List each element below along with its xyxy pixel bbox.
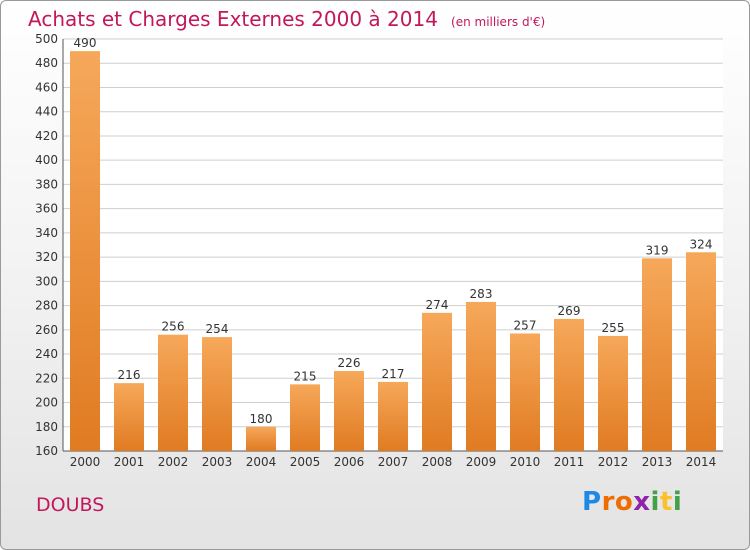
y-tick-label: 480 (35, 56, 58, 70)
x-tick-label: 2009 (466, 455, 497, 469)
bar (642, 258, 672, 451)
x-tick-label: 2011 (554, 455, 585, 469)
bar-value-label: 319 (646, 243, 669, 257)
y-tick-label: 300 (35, 274, 58, 288)
bar (686, 252, 716, 451)
y-tick-label: 320 (35, 250, 58, 264)
bar (158, 334, 188, 451)
bar-value-label: 324 (690, 237, 713, 251)
region-label: DOUBS (36, 494, 105, 516)
bar (554, 318, 584, 451)
logo-letter: i (650, 487, 660, 517)
y-tick-label: 180 (35, 420, 58, 434)
y-tick-label: 420 (35, 129, 58, 143)
bar-value-label: 180 (250, 412, 273, 426)
bar (334, 371, 364, 451)
x-tick-label: 2002 (158, 455, 189, 469)
logo-letter: o (614, 487, 634, 517)
bar-value-label: 283 (470, 287, 493, 301)
x-tick-label: 2008 (422, 455, 453, 469)
x-tick-label: 2000 (70, 455, 101, 469)
bar (70, 51, 100, 451)
x-tick-label: 2001 (114, 455, 145, 469)
bar (378, 381, 408, 451)
logo-letter: i (672, 487, 683, 517)
chart-title: Achats et Charges Externes 2000 à 2014 (… (28, 7, 545, 31)
x-tick-label: 2007 (378, 455, 409, 469)
bar (510, 333, 540, 451)
y-tick-label: 460 (35, 80, 58, 94)
y-tick-label: 400 (35, 153, 58, 167)
x-tick-label: 2013 (642, 455, 673, 469)
y-tick-label: 200 (35, 396, 58, 410)
bar (598, 335, 628, 451)
logo-letter: r (601, 487, 615, 517)
bar-value-label: 269 (558, 304, 581, 318)
y-tick-label: 340 (35, 226, 58, 240)
y-tick-label: 380 (35, 177, 58, 191)
bar (422, 312, 452, 451)
x-tick-label: 2006 (334, 455, 365, 469)
x-tick-label: 2005 (290, 455, 321, 469)
bar-value-label: 490 (74, 36, 97, 50)
logo-letter: x (633, 487, 651, 517)
bar (202, 337, 232, 451)
y-tick-label: 280 (35, 299, 58, 313)
bar (466, 301, 496, 451)
bar-value-label: 217 (382, 367, 405, 381)
y-tick-label: 360 (35, 202, 58, 216)
bar (114, 383, 144, 451)
chart-title-text: Achats et Charges Externes 2000 à 2014 (28, 7, 438, 31)
logo-letter: P (582, 487, 602, 517)
y-tick-label: 240 (35, 347, 58, 361)
bar (290, 384, 320, 451)
bar-value-label: 216 (118, 368, 141, 382)
bar-value-label: 255 (602, 321, 625, 335)
x-tick-label: 2014 (686, 455, 717, 469)
bar-value-label: 215 (294, 369, 317, 383)
y-tick-label: 220 (35, 371, 58, 385)
bar (246, 426, 276, 451)
bar-value-label: 254 (206, 322, 229, 336)
x-tick-label: 2010 (510, 455, 541, 469)
bar-value-label: 256 (162, 320, 185, 334)
x-tick-label: 2003 (202, 455, 233, 469)
chart-unit-text: (en milliers d'€) (451, 15, 546, 29)
proxiti-logo: Proxiti (582, 487, 682, 517)
bar-value-label: 274 (426, 298, 449, 312)
y-tick-label: 500 (35, 32, 58, 46)
logo-letter: t (659, 487, 673, 517)
bar-value-label: 226 (338, 356, 361, 370)
y-tick-label: 260 (35, 323, 58, 337)
x-tick-label: 2012 (598, 455, 629, 469)
y-tick-label: 440 (35, 105, 58, 119)
bar-value-label: 257 (514, 318, 537, 332)
x-tick-label: 2004 (246, 455, 277, 469)
y-tick-label: 160 (35, 444, 58, 458)
